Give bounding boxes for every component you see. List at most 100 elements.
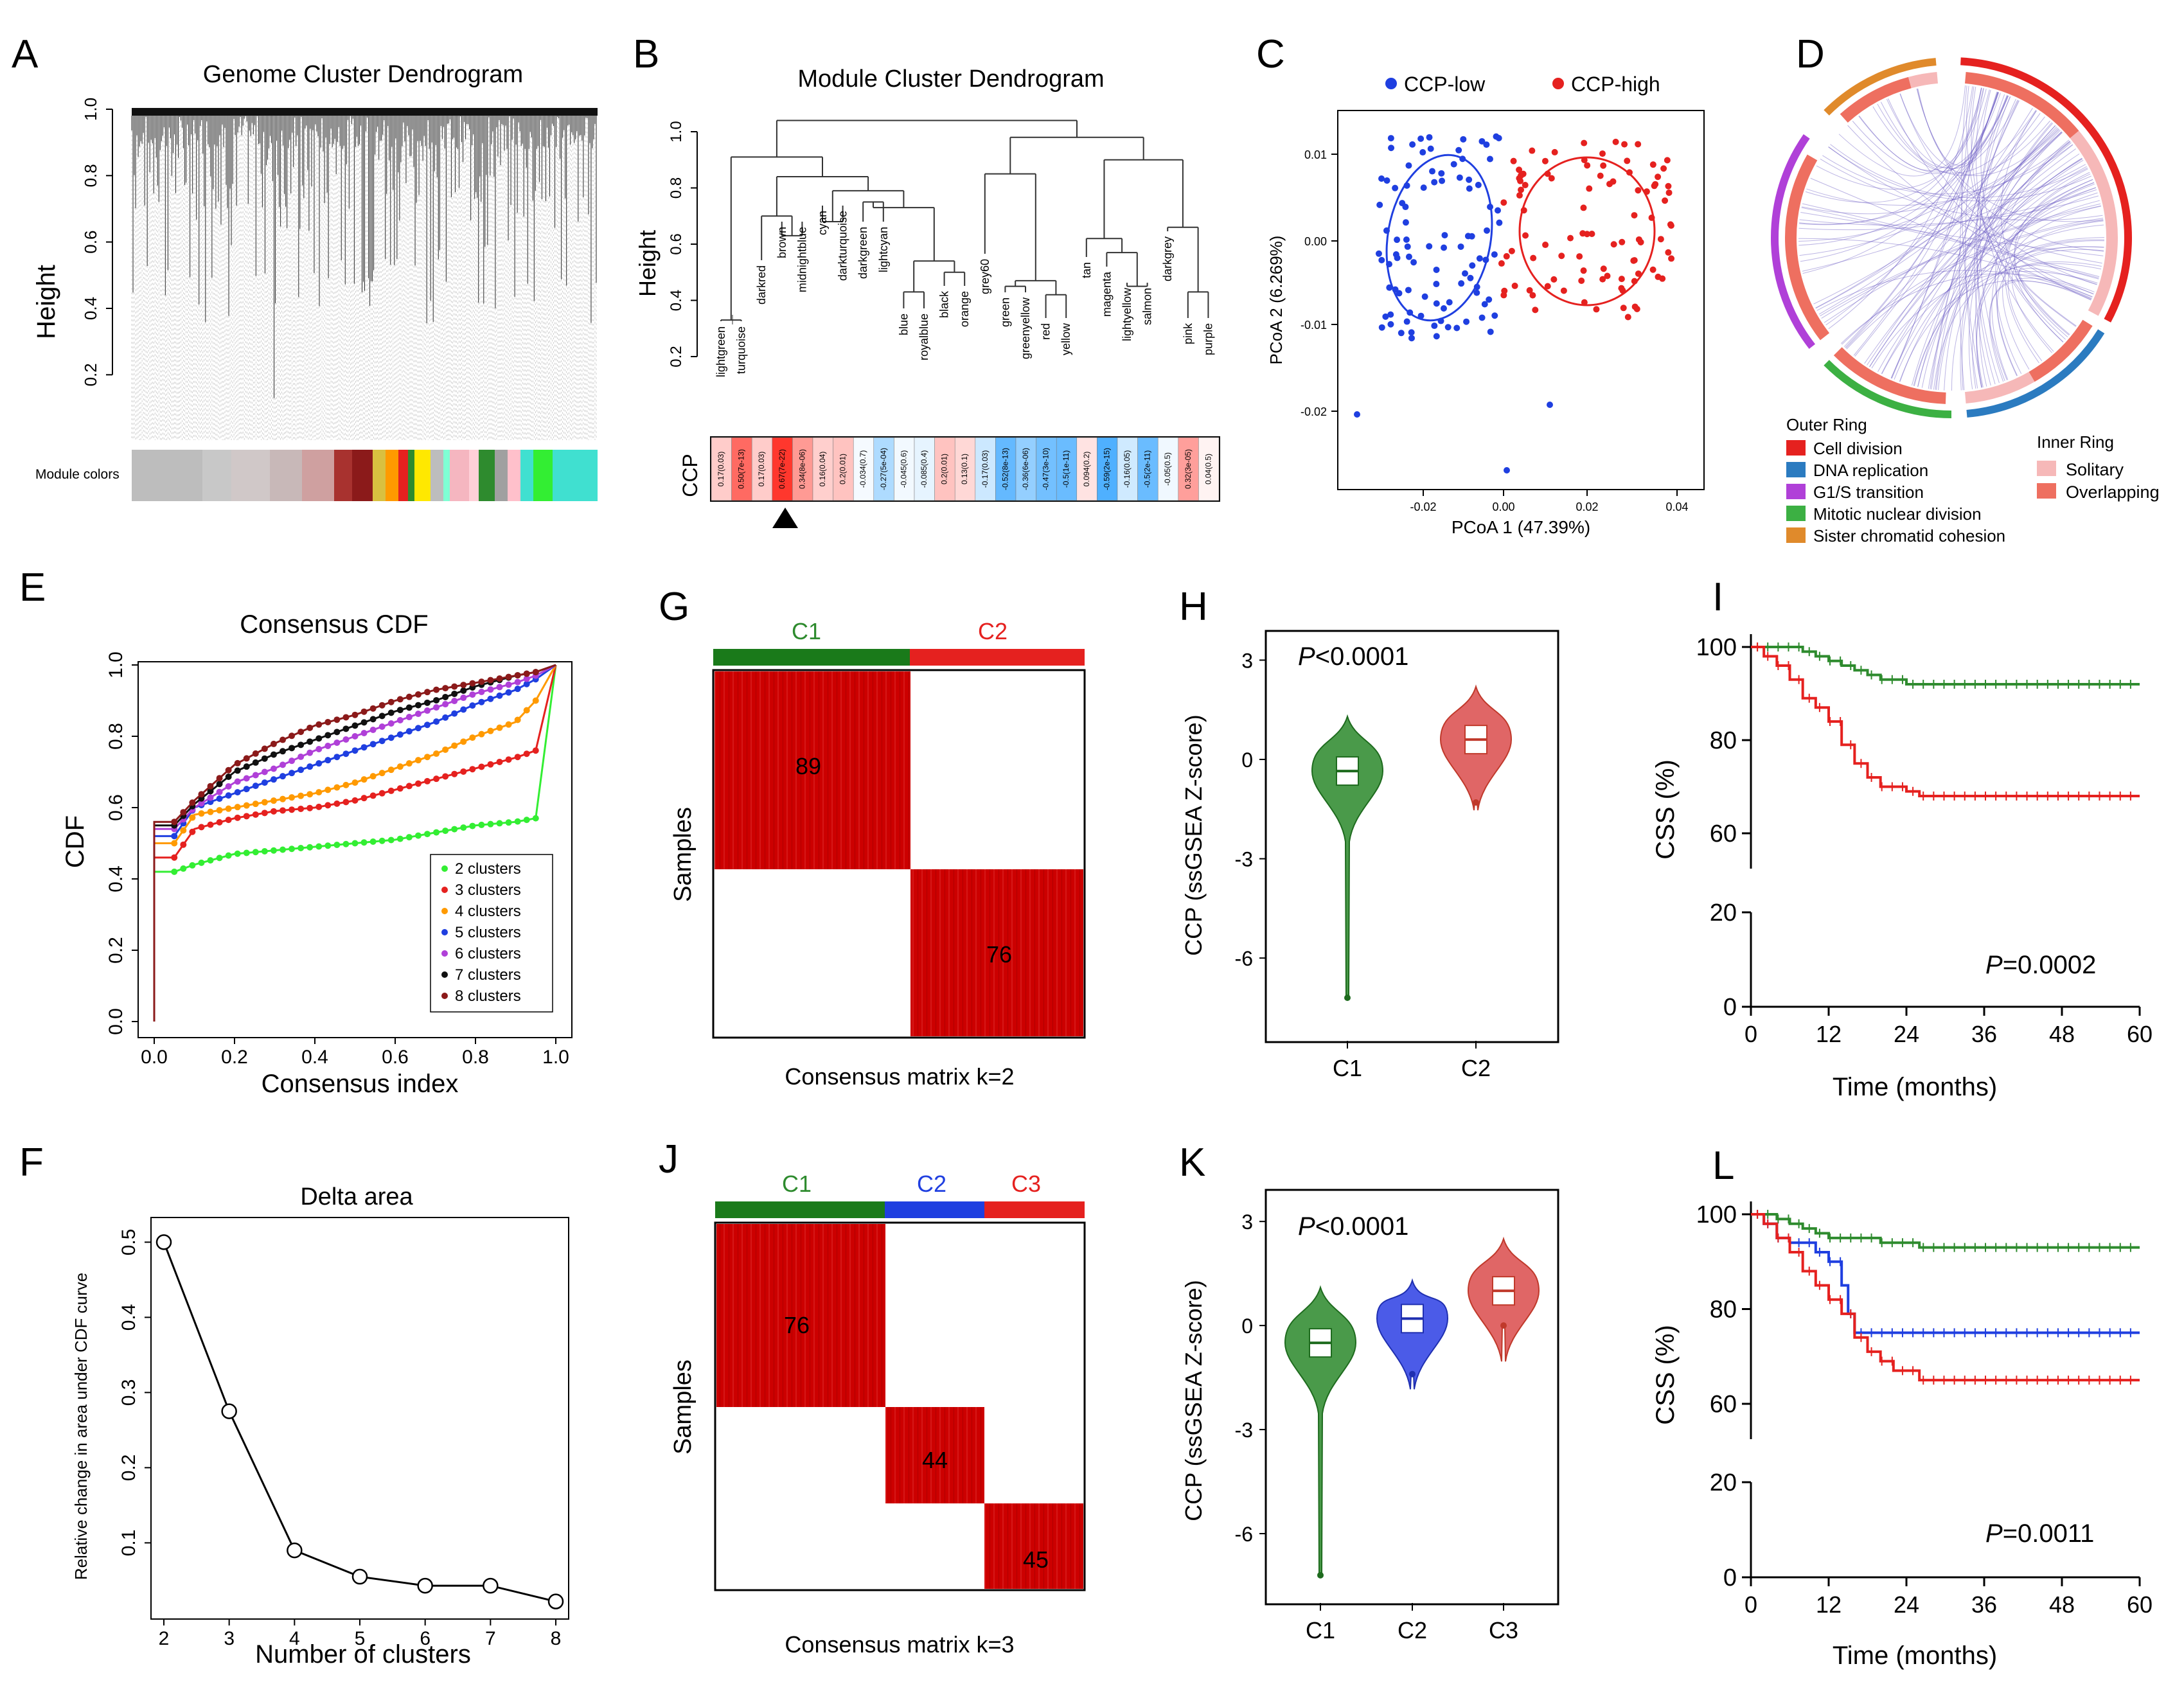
e-ytick-label: 0.0 bbox=[105, 1008, 127, 1035]
c-point-high bbox=[1530, 254, 1537, 261]
j-xlabel: Consensus matrix k=3 bbox=[785, 1631, 1014, 1658]
c-point-high bbox=[1624, 157, 1631, 164]
f-ytick-label: 0.3 bbox=[118, 1379, 139, 1406]
a-ytick-label: 1.0 bbox=[81, 98, 100, 121]
c-point-high bbox=[1581, 299, 1588, 306]
h-outlier bbox=[1473, 799, 1479, 806]
e-cdf-point bbox=[414, 757, 422, 764]
g-block-c1 bbox=[715, 671, 910, 869]
d-chord-link bbox=[2007, 220, 2104, 362]
l-ytick-label: 0 bbox=[1723, 1564, 1737, 1591]
f-xtick-label: 5 bbox=[355, 1628, 366, 1649]
d-chord-link bbox=[1838, 85, 1966, 177]
c-point-low bbox=[1478, 314, 1486, 321]
g-xlabel: Consensus matrix k=2 bbox=[785, 1063, 1014, 1090]
d-chord-link bbox=[1822, 144, 2073, 195]
c-point-high bbox=[1657, 236, 1664, 243]
c-point-low bbox=[1438, 170, 1445, 177]
c-point-high bbox=[1631, 212, 1638, 219]
panel-f-ylabel: Relative change in area under CDF curve bbox=[71, 1273, 91, 1580]
b-ccp-cell-label: 0.16(0.04) bbox=[818, 452, 827, 487]
e-cdf-point bbox=[207, 788, 214, 795]
e-cdf-point bbox=[306, 844, 314, 851]
e-cdf-point bbox=[396, 707, 404, 714]
c-point-high bbox=[1583, 231, 1590, 238]
d-outer-arc bbox=[1771, 134, 1816, 349]
d-chord-link bbox=[1931, 100, 2019, 390]
e-cdf-point bbox=[414, 780, 422, 787]
panel-e-xlabel: Consensus index bbox=[262, 1070, 459, 1098]
b-ccp-cell bbox=[812, 437, 833, 501]
e-frame bbox=[138, 661, 573, 1038]
e-cdf-point bbox=[171, 819, 178, 826]
l-xtick-label: 12 bbox=[1816, 1591, 1842, 1618]
c-point-high bbox=[1551, 148, 1558, 155]
c-point-low bbox=[1444, 324, 1452, 331]
d-chord-link bbox=[1847, 125, 2094, 295]
c-point-high bbox=[1510, 157, 1517, 164]
d-chord-link bbox=[1845, 127, 2057, 349]
k-outlier bbox=[1500, 1322, 1507, 1329]
e-cdf-point bbox=[469, 822, 476, 829]
d-chord-link bbox=[1799, 129, 2060, 256]
b-ccp-cell-label: 0.04(0.5) bbox=[1203, 454, 1212, 484]
b-ccp-cell bbox=[894, 437, 915, 501]
e-legend-marker bbox=[441, 865, 448, 872]
e-cdf-point bbox=[324, 742, 332, 749]
e-cdf-point bbox=[360, 708, 368, 715]
j-ylabel: Samples bbox=[670, 1359, 697, 1455]
e-cdf-point bbox=[297, 805, 305, 812]
b-ccp-cell bbox=[731, 437, 752, 501]
c-point-high bbox=[1635, 187, 1642, 194]
b-leaf-label: darkgrey bbox=[1161, 236, 1174, 281]
c-point-high bbox=[1660, 165, 1667, 172]
d-chord-link bbox=[1913, 224, 2104, 387]
c-point-low bbox=[1486, 296, 1493, 303]
e-cdf-point bbox=[378, 713, 386, 720]
e-cdf-point bbox=[171, 854, 178, 861]
g-c1-bar bbox=[713, 649, 910, 666]
e-cdf-point bbox=[514, 818, 521, 825]
c-point-high bbox=[1550, 276, 1558, 283]
l-ytick-label: 60 bbox=[1710, 1391, 1737, 1418]
b-ccp-cell-label: -0.17(0.03) bbox=[981, 450, 990, 488]
panel-k: K P<0.0001 3 0 -3 -6 C1 C2 C3 CCP (ssGSEA Z-sc… bbox=[1179, 1140, 1559, 1643]
panel-a-module-colors bbox=[132, 450, 598, 501]
e-xtick-label: 1.0 bbox=[542, 1047, 569, 1068]
e-cdf-point bbox=[270, 765, 277, 772]
d-chord-link bbox=[1894, 200, 2100, 380]
k-pvalue: P<0.0001 bbox=[1298, 1212, 1408, 1241]
e-cdf-point bbox=[252, 801, 259, 808]
c-xtick-label: 0.02 bbox=[1576, 500, 1598, 513]
e-cdf-point bbox=[270, 808, 277, 815]
e-cdf-point bbox=[505, 673, 512, 680]
e-cdf-point bbox=[234, 767, 241, 774]
panel-b: B Module Cluster Dendrogram Height 0.20.… bbox=[633, 32, 1220, 528]
j-block-c1 bbox=[716, 1224, 885, 1407]
e-cdf-point bbox=[387, 709, 395, 716]
panel-c-xlabel: PCoA 1 (47.39%) bbox=[1452, 517, 1590, 537]
e-cdf-point bbox=[369, 727, 377, 734]
d-chord-link bbox=[1798, 116, 2045, 242]
e-cdf-point bbox=[280, 748, 286, 755]
f-xtick-label: 4 bbox=[289, 1628, 300, 1649]
e-cdf-point bbox=[451, 770, 458, 777]
d-chord-link bbox=[1917, 237, 2105, 387]
e-cdf-point bbox=[234, 778, 241, 785]
c-point-low bbox=[1463, 318, 1470, 325]
g-block-c2 bbox=[910, 869, 1083, 1036]
l-xtick-label: 0 bbox=[1745, 1591, 1757, 1618]
f-delta-point bbox=[417, 1577, 433, 1594]
c-point-high bbox=[1558, 252, 1565, 260]
j-c2-bar bbox=[885, 1201, 984, 1218]
c-point-high bbox=[1655, 173, 1662, 181]
l-xtick-label: 48 bbox=[2049, 1591, 2075, 1618]
a-module-segment bbox=[231, 450, 270, 501]
c-point-low bbox=[1408, 329, 1415, 336]
b-ccp-cell bbox=[1178, 437, 1199, 501]
c-xtick-label: 0.04 bbox=[1665, 500, 1688, 513]
e-cdf-point bbox=[478, 688, 485, 695]
c-point-low bbox=[1383, 177, 1390, 184]
j-cluster-c2-label: C2 bbox=[917, 1171, 946, 1197]
e-cdf-point bbox=[424, 754, 431, 761]
